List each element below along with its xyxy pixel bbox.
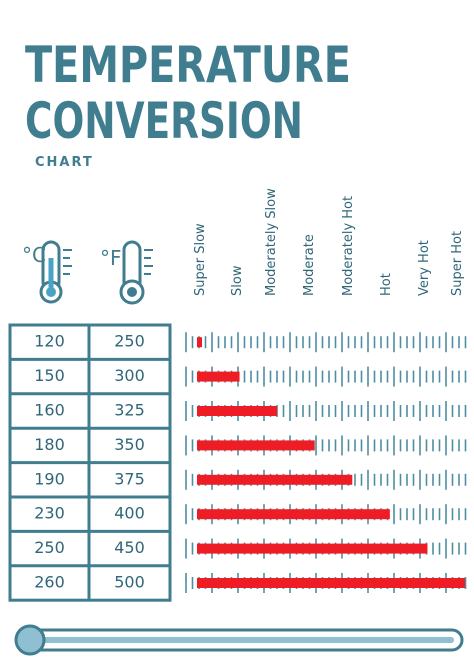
- level-bar: [197, 543, 428, 554]
- level-label: Super Hot: [450, 231, 465, 296]
- level-bar: [197, 578, 465, 588]
- table-cell: 150: [34, 366, 65, 385]
- table-cell: 190: [34, 469, 65, 488]
- level-label: Slow: [230, 265, 245, 296]
- table-cell: 120: [34, 332, 65, 351]
- celsius-icon: [39, 240, 72, 304]
- table-cell: 500: [114, 573, 145, 592]
- level-bar: [197, 509, 390, 520]
- level-label: Super Slow: [193, 223, 208, 296]
- table-cell: 250: [34, 538, 65, 557]
- unit-label: °C: [22, 243, 46, 267]
- level-bar: [197, 337, 202, 348]
- level-bar: [197, 474, 353, 485]
- level-label: Moderately Hot: [341, 196, 356, 296]
- level-label: Very Hot: [417, 240, 432, 296]
- level-label: Moderately Slow: [264, 188, 279, 296]
- table-cell: 300: [114, 366, 145, 385]
- table-cell: 230: [34, 504, 65, 523]
- level-bar: [197, 440, 315, 451]
- table-cell: 350: [114, 435, 145, 454]
- table-cell: 160: [34, 401, 65, 420]
- table-cell: 180: [34, 435, 65, 454]
- level-label: Hot: [379, 273, 394, 296]
- subtitle: CHART: [35, 155, 94, 170]
- bottom-thermometer: [14, 624, 464, 656]
- table-cell: 450: [114, 538, 145, 557]
- unit-label: °F: [100, 246, 122, 270]
- chart-area: Super Slow Slow Moderately Slow Moderate Mod…: [8, 188, 467, 602]
- table-cell: 325: [114, 401, 145, 420]
- title-line: TEMPERATURE: [25, 36, 351, 94]
- level-label: Moderate: [302, 234, 317, 296]
- table-cell: 260: [34, 573, 65, 592]
- table-cell: 400: [114, 504, 145, 523]
- fahrenheit-icon: [119, 240, 153, 305]
- table-cell: 375: [114, 469, 145, 488]
- level-bar: [197, 406, 278, 416]
- table-cell: 250: [114, 332, 145, 351]
- level-bar: [197, 371, 240, 382]
- title-line: CONVERSION: [25, 92, 303, 150]
